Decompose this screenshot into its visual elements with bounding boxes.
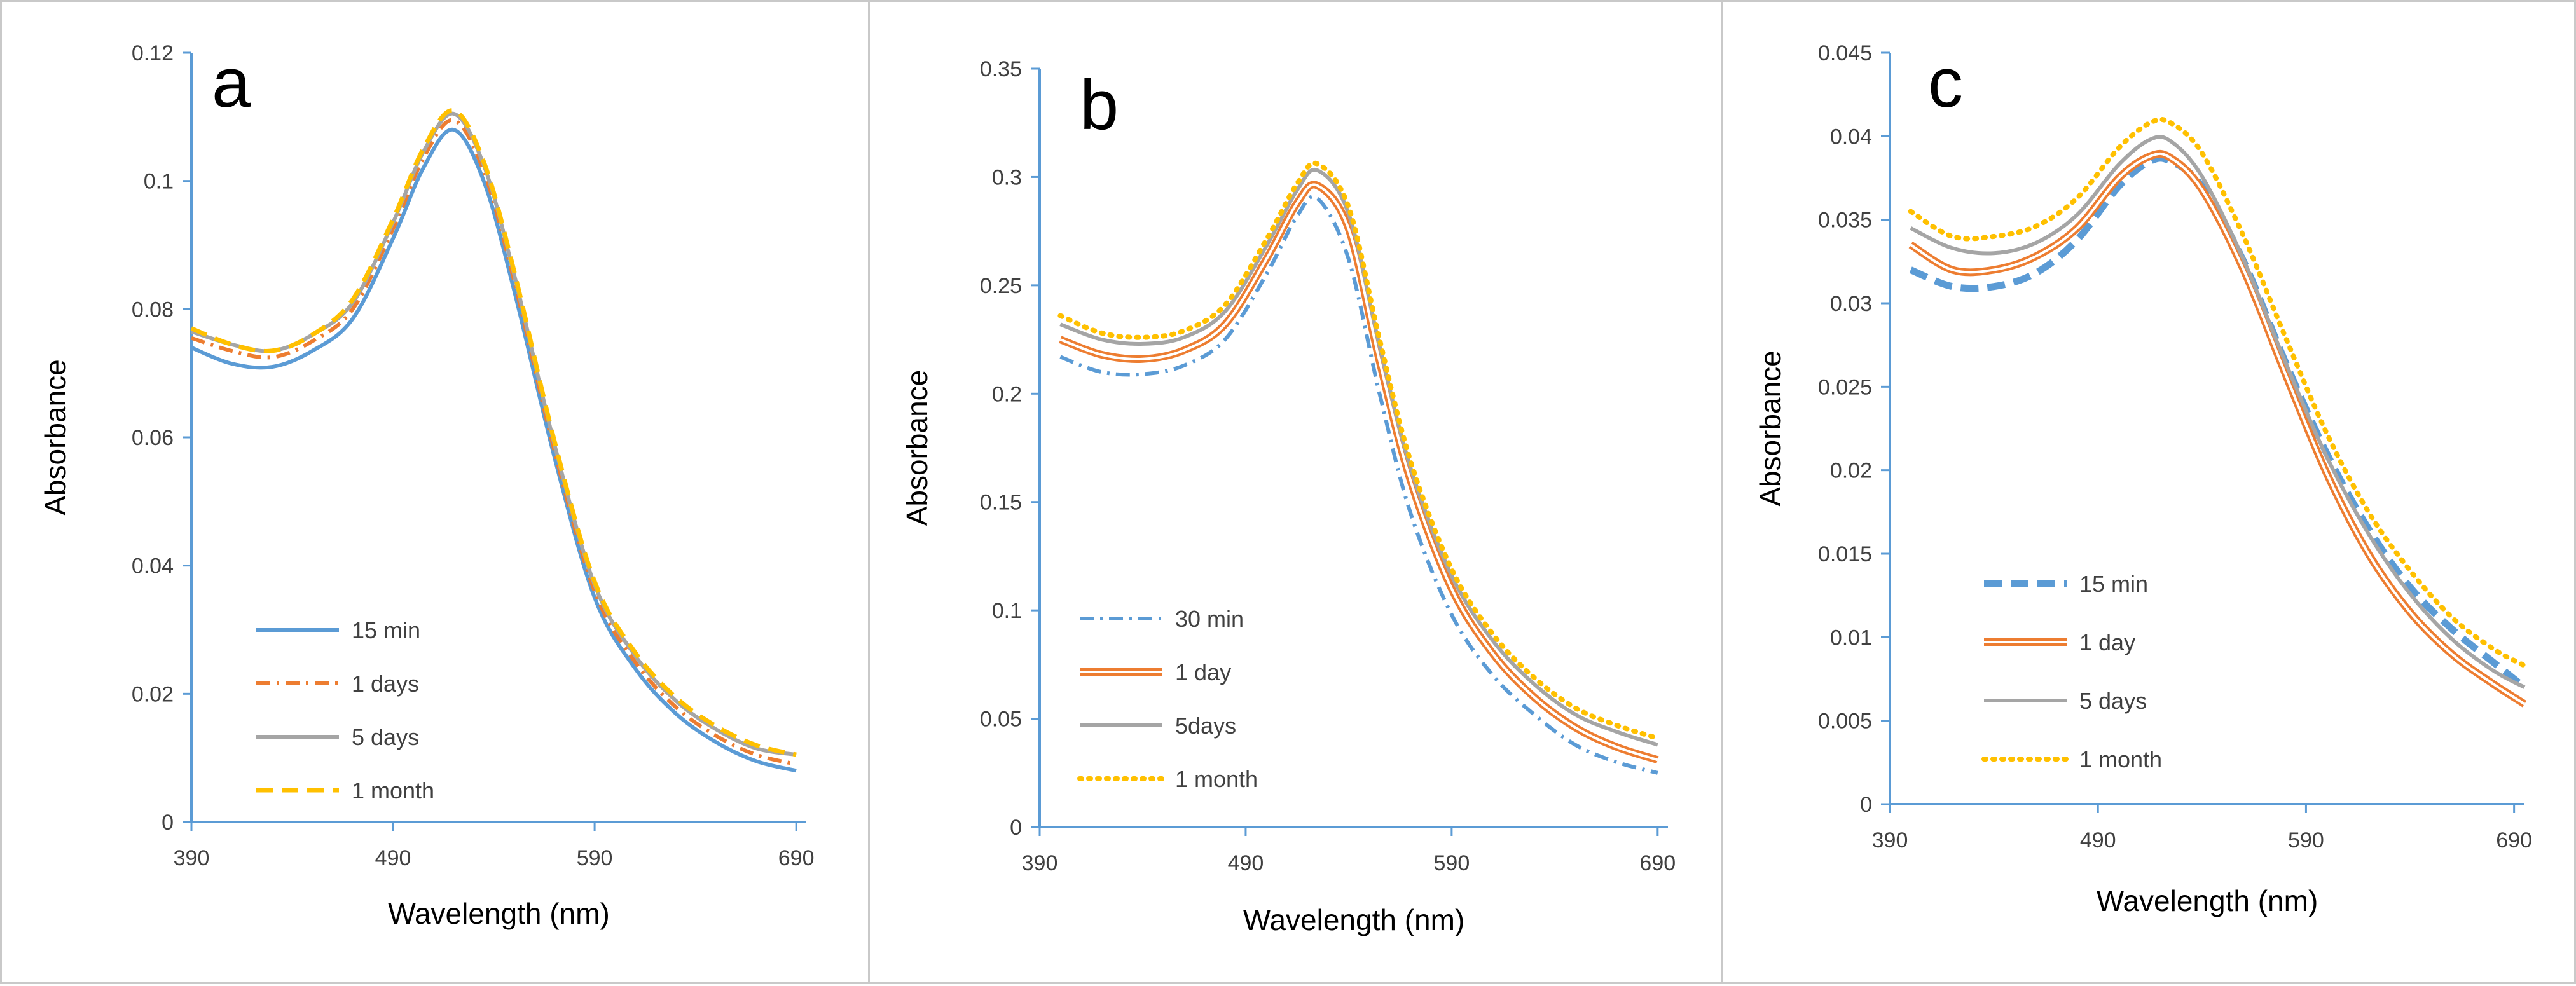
chart-a-xtick-label: 690	[778, 846, 815, 870]
chart-a-ytick-label: 0.12	[132, 41, 174, 65]
chart-c-xtick-label: 690	[2496, 828, 2532, 852]
chart-b-xtick-label: 390	[1022, 851, 1058, 875]
chart-b-legend-label-2: 5days	[1175, 713, 1236, 739]
chart-a-legend-label-1: 1 days	[352, 671, 419, 697]
chart-a-xtick-label: 490	[375, 846, 411, 870]
chart-b-xtick-label: 690	[1639, 851, 1676, 875]
chart-c-ytick-label: 0.015	[1818, 542, 1872, 566]
chart-c-ytick-label: 0.04	[1830, 125, 1872, 149]
chart-c-ylabel: Absorbance	[1754, 350, 1787, 507]
chart-a-svg: 0 0.02 0.04 0.06 0.08 0.1 0.12 390 490 590 690 Wave…	[39, 41, 815, 930]
chart-b-ytick-label: 0.25	[980, 274, 1022, 298]
chart-b-ytick-label: 0.05	[980, 708, 1022, 732]
chart-c-legend-label-0: 15 min	[2079, 571, 2148, 597]
chart-a-legend-label-0: 15 min	[352, 617, 420, 643]
chart-a-panel-letter: a	[212, 44, 251, 122]
chart-c-legend-label-1: 1 day	[2079, 629, 2135, 655]
chart-a-series-3-line	[190, 108, 797, 757]
chart-panel-a: 0 0.02 0.04 0.06 0.08 0.1 0.12 390 490 590 690 Wave…	[0, 0, 870, 984]
chart-a-xlabel: Wavelength (nm)	[388, 897, 610, 930]
chart-c-ytick-label: 0.045	[1818, 41, 1872, 65]
chart-c-ytick-label: 0	[1860, 793, 1872, 817]
chart-a-series-0-line	[190, 127, 797, 773]
chart-c-xtick-label: 490	[2080, 828, 2116, 852]
chart-a-ytick-label: 0.06	[132, 426, 174, 450]
chart-b-panel-letter: b	[1080, 66, 1119, 144]
chart-a-xtick-label: 390	[174, 846, 210, 870]
chart-a-legend-label-2: 5 days	[352, 724, 419, 750]
chart-panel-b: 0 0.05 0.1 0.15 0.2 0.25 0.3 0.35 390 490 590 690 Wa…	[868, 0, 1723, 984]
chart-c-legend-label-2: 5 days	[2079, 688, 2147, 714]
chart-c-series-group	[1908, 116, 2527, 708]
chart-b-legend-label-3: 1 month	[1175, 766, 1258, 792]
chart-b-legend-label-0: 30 min	[1175, 606, 1244, 632]
chart-a-ytick-label: 0.1	[144, 170, 174, 194]
chart-a-ylabel: Absorbance	[39, 359, 72, 516]
chart-c-ytick-label: 0.01	[1830, 626, 1872, 650]
chart-a-ytick-label: 0	[162, 811, 174, 835]
chart-b-ytick-label: 0.2	[992, 382, 1022, 406]
chart-b-series-2-line	[1059, 167, 1658, 747]
chart-c-svg: 0 0.005 0.01 0.015 0.02 0.025 0.03 0.035 0.04 0.0…	[1754, 41, 2532, 917]
chart-a-ytick-label: 0.04	[132, 554, 174, 579]
chart-c-ytick-label: 0.025	[1818, 375, 1872, 399]
chart-a-series-group	[190, 108, 797, 773]
chart-b-svg: 0 0.05 0.1 0.15 0.2 0.25 0.3 0.35 390 490 590 690 Wa…	[900, 57, 1676, 936]
chart-c-ytick-label: 0.02	[1830, 459, 1872, 483]
chart-a-legend-label-3: 1 month	[352, 777, 434, 804]
chart-b-series-3-line	[1057, 160, 1660, 741]
chart-c-series-1-line-inner	[1910, 152, 2526, 706]
chart-a-ytick-label: 0.02	[132, 682, 174, 706]
chart-a-ytick-label: 0.08	[132, 298, 174, 322]
chart-b-series-group	[1057, 160, 1660, 775]
chart-c-series-2-line	[1910, 135, 2526, 689]
chart-b-ytick-label: 0.15	[980, 491, 1022, 515]
chart-c-xtick-label: 390	[1872, 828, 1908, 852]
chart-b-ytick-label: 0.35	[980, 57, 1022, 81]
chart-b-xtick-label: 490	[1228, 851, 1264, 875]
chart-c-ytick-label: 0.03	[1830, 292, 1872, 316]
chart-panel-c: 0 0.005 0.01 0.015 0.02 0.025 0.03 0.035 0.04 0.0…	[1721, 0, 2576, 984]
chart-b-ylabel: Absorbance	[900, 370, 933, 526]
chart-b-series-0-line	[1059, 195, 1658, 775]
chart-c-xlabel: Wavelength (nm)	[2097, 884, 2318, 917]
chart-c-legend-label-3: 1 month	[2079, 746, 2162, 772]
chart-c-ytick-label: 0.035	[1818, 209, 1872, 233]
chart-b-legend-label-1: 1 day	[1175, 659, 1231, 685]
chart-b-xlabel: Wavelength (nm)	[1243, 903, 1465, 936]
chart-b-ytick-label: 0.1	[992, 599, 1022, 623]
chart-a-xtick-label: 590	[577, 846, 613, 870]
chart-b-series-1-line-inner	[1059, 183, 1658, 762]
chart-c-panel-letter: c	[1928, 44, 1963, 122]
chart-b-ytick-label: 0	[1010, 816, 1022, 840]
chart-c-ytick-label: 0.005	[1818, 709, 1872, 734]
chart-b-xtick-label: 590	[1434, 851, 1470, 875]
chart-c-series-3-line	[1908, 116, 2527, 668]
chart-c-xtick-label: 590	[2288, 828, 2324, 852]
chart-b-ytick-label: 0.3	[992, 165, 1022, 189]
